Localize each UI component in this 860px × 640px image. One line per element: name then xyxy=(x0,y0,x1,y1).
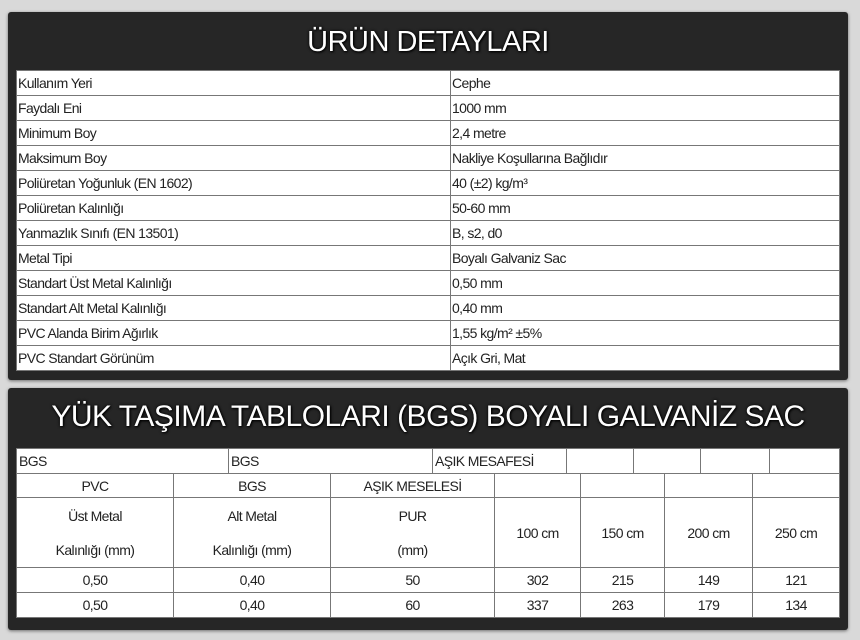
row-value: Boyalı Galvaniz Sac xyxy=(450,245,840,271)
table-row: PVC Standart Görünüm Açık Gri, Mat xyxy=(16,345,840,371)
row-value: Nakliye Koşullarına Bağlıdır xyxy=(450,145,840,171)
header-cell: BGS xyxy=(173,473,331,498)
row-value: 50-60 mm xyxy=(450,195,840,221)
table-row: PVC Alanda Birim Ağırlık 1,55 kg/m² ±5% xyxy=(16,320,840,346)
header-line: Alt Metal xyxy=(227,507,277,524)
data-cell: 302 xyxy=(494,567,581,593)
row-value: 1,55 kg/m² ±5% xyxy=(450,320,840,346)
row-value: Açık Gri, Mat xyxy=(450,345,840,371)
row-label: PVC Alanda Birim Ağırlık xyxy=(16,320,451,346)
load-table-panel: YÜK TAŞIMA TABLOLARI (BGS) BOYALI GALVAN… xyxy=(8,388,848,630)
row-value: 0,40 mm xyxy=(450,295,840,321)
table-row: Standart Üst Metal Kalınlığı 0,50 mm xyxy=(16,270,840,296)
row-label: Minimum Boy xyxy=(16,120,451,146)
data-cell: 179 xyxy=(664,592,753,618)
span-header: 250 cm xyxy=(752,497,840,568)
row-label: Maksimum Boy xyxy=(16,145,451,171)
top-cell: AŞIK MESAFESİ xyxy=(432,448,567,474)
row-value: 2,4 metre xyxy=(450,120,840,146)
header-line: (mm) xyxy=(397,541,428,558)
data-cell: 121 xyxy=(752,567,840,593)
data-cell: 134 xyxy=(752,592,840,618)
product-details-title: ÜRÜN DETAYLARI xyxy=(307,26,549,58)
empty-cell xyxy=(494,473,581,498)
table-row: 0,50 0,40 50 302 215 149 121 xyxy=(16,567,840,593)
header-cell: PVC xyxy=(16,473,174,498)
row-label: Yanmazlık Sınıfı (EN 13501) xyxy=(16,220,451,246)
data-cell: 0,50 xyxy=(16,567,174,593)
table-row: Kullanım Yeri Cephe xyxy=(16,70,840,96)
header-line: PUR xyxy=(398,507,427,524)
table-row: 0,50 0,40 60 337 263 179 134 xyxy=(16,592,840,618)
top-cell: BGS xyxy=(228,448,433,474)
data-cell: 215 xyxy=(580,567,665,593)
data-cell: 263 xyxy=(580,592,665,618)
empty-cell xyxy=(752,473,840,498)
data-cell: 50 xyxy=(330,567,495,593)
data-cell: 60 xyxy=(330,592,495,618)
row-label: Poliüretan Kalınlığı xyxy=(16,195,451,221)
row-value: B, s2, d0 xyxy=(450,220,840,246)
data-cell: 337 xyxy=(494,592,581,618)
product-details-table: Kullanım Yeri Cephe Faydalı Eni 1000 mm Mini… xyxy=(16,70,840,371)
table-row: Faydalı Eni 1000 mm xyxy=(16,95,840,121)
span-header: 200 cm xyxy=(664,497,753,568)
table-row: Poliüretan Kalınlığı 50-60 mm xyxy=(16,195,840,221)
table-row: Standart Alt Metal Kalınlığı 0,40 mm xyxy=(16,295,840,321)
empty-cell xyxy=(664,473,753,498)
load-table-top-row: BGS BGS AŞIK MESAFESİ xyxy=(16,448,840,474)
row-label: Standart Üst Metal Kalınlığı xyxy=(16,270,451,296)
header-cell: Alt Metal Kalınlığı (mm) xyxy=(173,497,331,568)
top-cell xyxy=(700,448,770,474)
load-table: PVC BGS AŞIK MESELESİ Üst Metal Kalınlığı (m… xyxy=(16,473,840,618)
top-cell xyxy=(769,448,840,474)
row-label: Kullanım Yeri xyxy=(16,70,451,96)
row-value: 0,50 mm xyxy=(450,270,840,296)
load-table-title: YÜK TAŞIMA TABLOLARI (BGS) BOYALI GALVAN… xyxy=(51,400,805,433)
row-value: Cephe xyxy=(450,70,840,96)
row-label: Faydalı Eni xyxy=(16,95,451,121)
row-value: 1000 mm xyxy=(450,95,840,121)
header-cell: Üst Metal Kalınlığı (mm) xyxy=(16,497,174,568)
row-label: Standart Alt Metal Kalınlığı xyxy=(16,295,451,321)
header-line: Kalınlığı (mm) xyxy=(55,541,135,558)
header-line: Kalınlığı (mm) xyxy=(212,541,292,558)
row-label: Metal Tipi xyxy=(16,245,451,271)
row-label: PVC Standart Görünüm xyxy=(16,345,451,371)
table-row: Poliüretan Yoğunluk (EN 1602) 40 (±2) kg/… xyxy=(16,170,840,196)
data-cell: 0,40 xyxy=(173,567,331,593)
table-row: BGS BGS AŞIK MESAFESİ xyxy=(16,448,840,474)
table-row: Yanmazlık Sınıfı (EN 13501) B, s2, d0 xyxy=(16,220,840,246)
top-cell: BGS xyxy=(16,448,229,474)
empty-cell xyxy=(580,473,665,498)
top-cell xyxy=(566,448,634,474)
data-cell: 0,50 xyxy=(16,592,174,618)
span-header: 100 cm xyxy=(494,497,581,568)
header-cell: PUR (mm) xyxy=(330,497,495,568)
data-cell: 0,40 xyxy=(173,592,331,618)
table-row: Metal Tipi Boyalı Galvaniz Sac xyxy=(16,245,840,271)
table-row: Maksimum Boy Nakliye Koşullarına Bağlıdır xyxy=(16,145,840,171)
row-label: Poliüretan Yoğunluk (EN 1602) xyxy=(16,170,451,196)
row-value: 40 (±2) kg/m³ xyxy=(450,170,840,196)
header-row: Üst Metal Kalınlığı (mm) Alt Metal Kalınlığ… xyxy=(16,497,840,568)
header-line: Üst Metal xyxy=(68,507,122,524)
header-cell: AŞIK MESELESİ xyxy=(330,473,495,498)
data-cell: 149 xyxy=(664,567,753,593)
header-row: PVC BGS AŞIK MESELESİ xyxy=(16,473,840,498)
top-cell xyxy=(633,448,701,474)
product-details-panel: ÜRÜN DETAYLARI Kullanım Yeri Cephe Faydalı… xyxy=(8,12,848,380)
table-row: Minimum Boy 2,4 metre xyxy=(16,120,840,146)
span-header: 150 cm xyxy=(580,497,665,568)
